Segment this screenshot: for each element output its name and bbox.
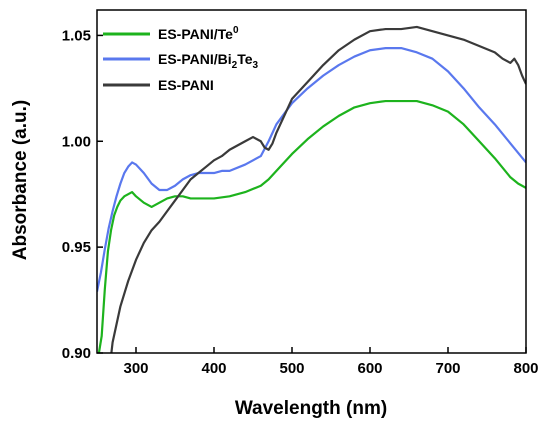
legend-bi-mid: Te xyxy=(237,51,253,67)
legend-te-sup: 0 xyxy=(233,25,239,36)
legend-te-name: ES-PANI/Te xyxy=(158,26,233,42)
x-axis-title: Wavelength (nm) xyxy=(235,398,387,419)
legend: ES-PANI/Te0 ES-PANI/Bi2Te3 ES-PANI xyxy=(103,25,259,93)
y-tick-label-0.90: 0.90 xyxy=(62,345,91,362)
x-tick-label-700: 700 xyxy=(435,360,460,377)
series-line-1 xyxy=(97,47,526,292)
series-line-0 xyxy=(97,99,526,353)
series-line-2 xyxy=(110,25,526,353)
y-tick-label-0.95: 0.95 xyxy=(62,239,91,256)
x-tick-label-400: 400 xyxy=(201,360,226,377)
x-tick-label-600: 600 xyxy=(357,360,382,377)
x-tick-label-500: 500 xyxy=(279,360,304,377)
legend-label-bi2te3: ES-PANI/Bi2Te3 xyxy=(158,51,259,71)
ticks-layer: 300 400 500 600 700 800 0.90 0.95 1.00 1.05 xyxy=(62,27,539,377)
legend-label-te: ES-PANI/Te0 xyxy=(158,25,239,42)
y-tick-label-1.05: 1.05 xyxy=(62,27,91,44)
legend-label-espani: ES-PANI xyxy=(158,77,214,93)
x-tick-label-300: 300 xyxy=(123,360,148,377)
x-tick-label-800: 800 xyxy=(513,360,538,377)
y-tick-label-1.00: 1.00 xyxy=(62,133,91,150)
series-layer xyxy=(97,25,526,353)
y-axis-title: Absorbance (a.u.) xyxy=(10,100,31,260)
legend-bi-sub2: 3 xyxy=(253,60,259,71)
plot-frame xyxy=(96,9,527,354)
legend-bi-name: ES-PANI/Bi xyxy=(158,51,232,67)
legend-bi-sub: 2 xyxy=(232,60,238,71)
